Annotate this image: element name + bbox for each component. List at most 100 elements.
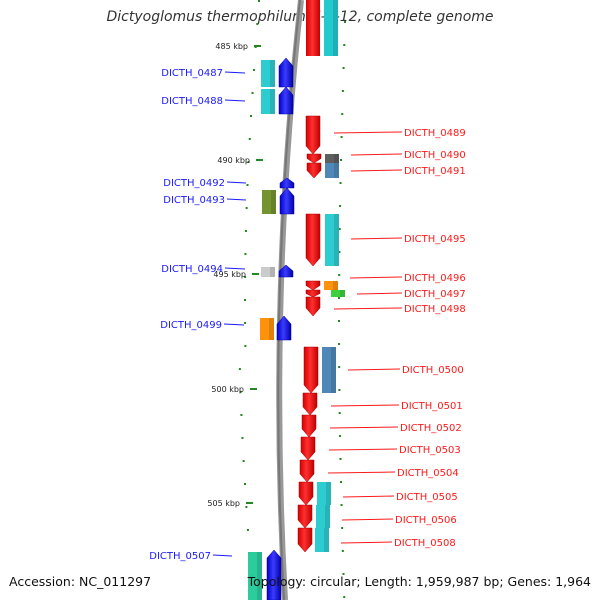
minor-tick-outer	[341, 113, 344, 115]
cog-box-shade	[271, 190, 276, 214]
minus-gene-arrow	[266, 549, 282, 600]
minor-tick-outer	[339, 435, 342, 437]
gene-leader-line	[349, 276, 403, 279]
minor-tick-outer	[338, 389, 341, 391]
plus-gene-arrow	[306, 162, 322, 179]
cog-box-shade	[270, 89, 275, 114]
plus-gene-arrow	[305, 296, 321, 317]
gene-leader-line	[350, 153, 403, 156]
gene-label: DICTH_0507	[149, 551, 211, 562]
scale-label: 500 kbp	[211, 385, 244, 394]
minor-tick-outer	[338, 366, 341, 368]
gene-leader-line	[341, 518, 394, 521]
gene-leader-line	[356, 292, 403, 295]
plus-gene-arrow	[300, 436, 316, 461]
cog-box-shade	[324, 528, 329, 552]
plus-gene-arrow	[297, 527, 313, 553]
gene-leader-line	[347, 368, 401, 371]
plus-gene-arrow	[297, 504, 313, 529]
minor-tick-inner	[238, 368, 241, 370]
minor-tick-inner	[254, 46, 257, 48]
minor-tick-outer	[338, 297, 341, 299]
cog-box	[325, 214, 339, 266]
minus-gene-arrow	[278, 86, 294, 115]
plus-gene-arrow	[299, 459, 315, 483]
gene-leader-line	[224, 267, 246, 270]
gene-leader-line	[340, 541, 393, 544]
gene-label: DICTH_0508	[394, 538, 456, 549]
gene-label: DICTH_0504	[397, 468, 459, 479]
cog-box-shade	[333, 281, 338, 290]
minor-tick-inner	[247, 161, 250, 163]
minor-tick-outer	[339, 481, 342, 483]
minor-tick-inner	[244, 253, 247, 255]
gene-label: DICTH_0502	[400, 423, 462, 434]
minor-tick-outer	[338, 228, 341, 230]
gene-label: DICTH_0490	[404, 150, 466, 161]
minor-tick-outer	[344, 21, 346, 23]
cog-box	[325, 163, 339, 178]
gene-label: DICTH_0492	[163, 178, 225, 189]
cog-box-shade	[326, 482, 331, 505]
minus-gene-arrow	[276, 315, 292, 341]
plus-gene-arrow-partial	[306, 0, 320, 56]
gene-label: DICTH_0496	[404, 273, 466, 284]
minor-tick-outer	[341, 527, 344, 529]
minor-tick-inner	[240, 414, 243, 416]
scale-label: 490 kbp	[217, 156, 250, 165]
cog-box-shade	[334, 163, 339, 178]
plus-gene-arrow	[302, 392, 318, 416]
minor-tick-outer	[341, 90, 344, 92]
minor-tick-inner	[251, 92, 254, 94]
gene-label: DICTH_0487	[161, 68, 223, 79]
plus-gene-arrow	[303, 346, 319, 394]
gene-label: DICTH_0495	[404, 234, 466, 245]
minor-tick-outer	[338, 412, 341, 414]
plus-gene-arrow	[306, 153, 322, 164]
cog-box	[261, 60, 275, 87]
gene-leader-line	[328, 448, 398, 451]
minor-tick-inner	[246, 184, 249, 186]
plus-gene-arrow	[305, 289, 321, 298]
scale-label: 505 kbp	[207, 499, 240, 508]
plus-gene-arrow	[305, 213, 321, 267]
gene-label: DICTH_0501	[401, 401, 463, 412]
minus-gene-arrow	[278, 57, 294, 88]
gene-label: DICTH_0506	[395, 515, 457, 526]
minor-tick-outer	[338, 251, 341, 253]
plus-gene-arrow	[305, 115, 321, 155]
cog-box	[331, 290, 345, 297]
gene-label: DICTH_0497	[404, 289, 466, 300]
minor-tick-outer	[338, 320, 341, 322]
gene-leader-line	[330, 404, 400, 407]
cog-box-shade	[334, 214, 339, 266]
minus-gene-arrow	[278, 264, 294, 278]
plus-gene-arrow	[301, 414, 317, 438]
cog-box	[262, 190, 276, 214]
scale-label: 495 kbp	[213, 270, 246, 279]
gene-leader-line	[350, 169, 403, 172]
minor-tick-inner	[241, 437, 244, 439]
cog-box	[322, 347, 336, 393]
scale-label: 485 kbp	[215, 42, 248, 51]
minor-tick-inner	[243, 483, 246, 485]
minor-tick-inner	[256, 23, 259, 25]
minor-tick-outer	[340, 136, 343, 138]
cog-box	[317, 482, 331, 505]
cog-box	[248, 552, 262, 600]
minor-tick-outer	[341, 550, 344, 552]
cog-box-shade	[269, 318, 274, 340]
minor-tick-inner	[244, 299, 247, 301]
gene-label: DICTH_0488	[161, 96, 223, 107]
minor-tick-outer	[340, 504, 343, 506]
minor-tick-outer	[342, 573, 345, 575]
minor-tick-inner	[248, 138, 251, 140]
gene-leader-line	[350, 237, 403, 240]
minor-tick-inner	[245, 207, 248, 209]
minor-tick-outer	[338, 274, 341, 276]
genome-summary-text: Topology: circular; Length: 1,959,987 bp…	[247, 574, 591, 589]
minor-tick-inner	[246, 529, 249, 531]
minor-tick-inner	[250, 115, 253, 117]
